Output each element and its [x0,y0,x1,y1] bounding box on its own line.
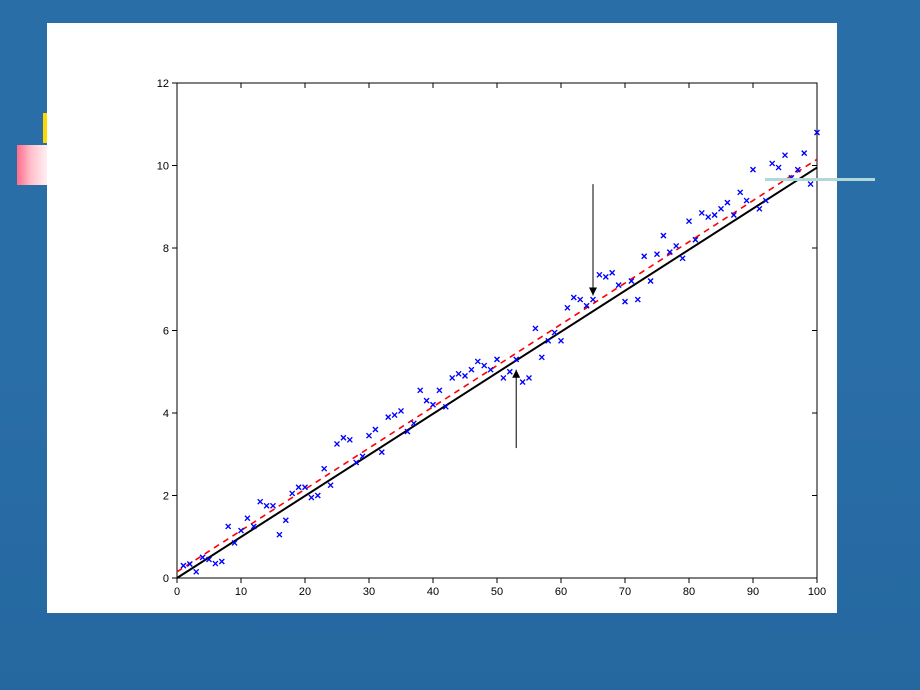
teal-underline [765,178,875,181]
xtick-label: 80 [683,586,695,598]
xtick-label: 50 [491,586,503,598]
xtick-label: 90 [747,586,759,598]
scatter-plot: 0 10 20 30 40 50 60 70 80 90 100 0 2 4 6 8 10 12 [47,23,837,613]
ytick-label: 0 [163,573,169,585]
ytick-label: 2 [163,491,169,503]
xtick-label: 60 [555,586,567,598]
ytick-label: 8 [163,243,169,255]
ytick-label: 6 [163,326,169,338]
xtick-label: 30 [363,586,375,598]
ytick-label: 4 [163,408,169,420]
xtick-label: 40 [427,586,439,598]
xtick-label: 100 [808,586,826,598]
ytick-label: 12 [157,78,169,90]
xtick-label: 70 [619,586,631,598]
xtick-label: 20 [299,586,311,598]
axes-box [177,83,817,578]
xtick-label: 0 [174,586,180,598]
ytick-label: 10 [157,161,169,173]
figure-panel: 0 10 20 30 40 50 60 70 80 90 100 0 2 4 6 8 10 12 [47,23,837,613]
xtick-label: 10 [235,586,247,598]
